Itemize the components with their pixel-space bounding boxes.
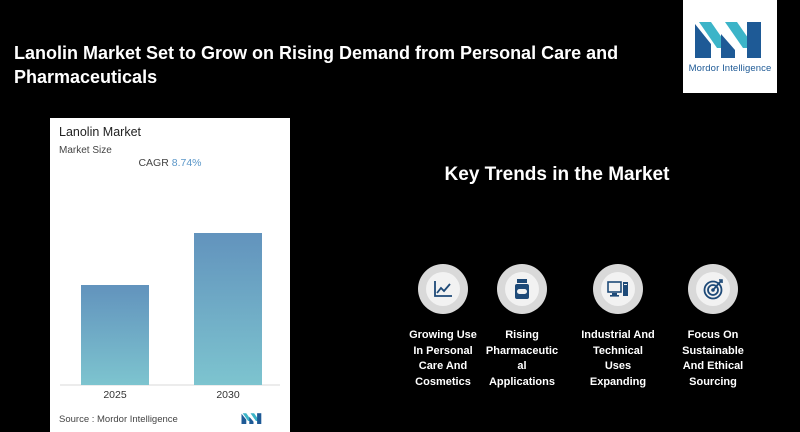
- cagr-value: 8.74%: [171, 157, 202, 169]
- market-chart-card: 2025 2030 Lanolin Market Market Size CAGR…: [50, 118, 290, 432]
- trend-icon-circle: [497, 264, 547, 314]
- cagr-label: CAGR 8.74%: [50, 157, 290, 169]
- page-title: Lanolin Market Set to Grow on Rising Dem…: [14, 43, 619, 87]
- logo-text: Mordor Intelligence: [688, 63, 772, 74]
- target-icon: [703, 279, 723, 300]
- source-logo-icon: [241, 413, 262, 424]
- trend-icon-inner: [426, 272, 460, 306]
- mordor-intelligence-logo: Mordor Intelligence: [683, 0, 777, 93]
- trend-icon-inner: [696, 272, 730, 306]
- trend-label: Rising Pharmaceutic al Applications: [485, 329, 559, 388]
- trend-label: Industrial And Technical Uses Expanding: [581, 329, 655, 388]
- bar-2030: [194, 233, 262, 385]
- trend-icon-circle: [688, 264, 738, 314]
- chart-source: Source : Mordor Intelligence: [59, 414, 178, 425]
- trend-icon-inner: [505, 272, 539, 306]
- mordor-logo-icon: [695, 22, 761, 58]
- computer-icon: [607, 281, 628, 297]
- trend-icon-circle: [418, 264, 468, 314]
- medicine-bottle-icon: [515, 279, 529, 299]
- bar-2025: [81, 285, 149, 385]
- x-tick-label: 2025: [103, 389, 127, 401]
- trend-label: Focus On Sustainable And Ethical Sourcin…: [682, 329, 744, 388]
- trend-icon-inner: [601, 272, 635, 306]
- chart-title: Lanolin Market: [59, 125, 141, 139]
- trend-icon-circle: [593, 264, 643, 314]
- line-chart-icon: [434, 281, 452, 297]
- cagr-text: CAGR: [138, 157, 169, 169]
- x-tick-label: 2030: [216, 389, 240, 401]
- chart-subtitle: Market Size: [59, 145, 112, 156]
- bar-chart: 2025 2030: [60, 233, 280, 401]
- trend-label: Growing Use In Personal Care And Cosmeti…: [409, 329, 477, 388]
- key-trends-title: Key Trends in the Market: [444, 164, 670, 185]
